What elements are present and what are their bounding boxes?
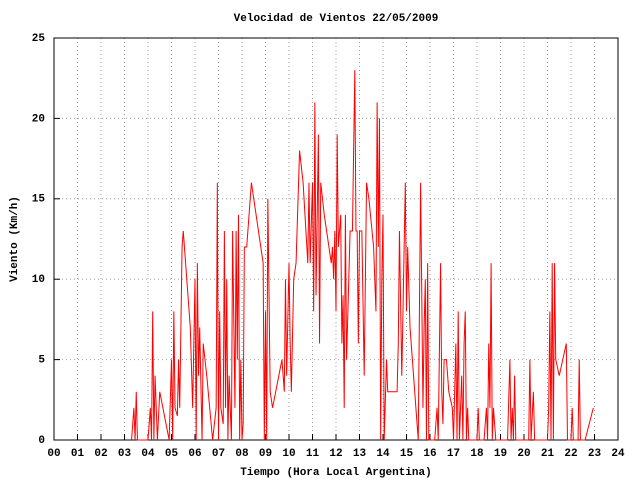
x-tick-label: 17: [447, 448, 460, 460]
y-axis-label: Viento (Km/h): [9, 196, 21, 282]
x-tick-label: 24: [611, 448, 625, 460]
y-tick-label: 10: [32, 274, 45, 286]
y-tick-label: 15: [32, 194, 46, 206]
x-tick-label: 06: [188, 448, 201, 460]
x-tick-label: 20: [517, 448, 530, 460]
y-tick-label: 25: [32, 33, 46, 45]
x-tick-label: 03: [118, 448, 132, 460]
plot-border: [53, 37, 619, 441]
y-tick-label: 5: [38, 355, 45, 367]
x-tick-label: 23: [588, 448, 602, 460]
x-tick-label: 22: [564, 448, 577, 460]
x-tick-label: 16: [423, 448, 436, 460]
x-tick-label: 11: [306, 448, 320, 460]
x-tick-label: 19: [494, 448, 507, 460]
x-axis-label: Tiempo (Hora Local Argentina): [240, 467, 431, 479]
x-tick-label: 15: [400, 448, 414, 460]
data-line: [131, 70, 594, 441]
x-tick-label: 09: [259, 448, 272, 460]
x-tick-label: 12: [329, 448, 342, 460]
x-tick-label: 21: [541, 448, 555, 460]
y-tick-label: 0: [38, 435, 45, 447]
x-tick-label: 07: [212, 448, 225, 460]
x-tick-label: 18: [470, 448, 484, 460]
x-tick-label: 02: [94, 448, 107, 460]
x-tick-label: 10: [282, 448, 295, 460]
x-tick-label: 08: [235, 448, 249, 460]
x-tick-label: 00: [47, 448, 60, 460]
x-tick-label: 13: [353, 448, 367, 460]
x-tick-label: 01: [71, 448, 85, 460]
x-tick-label: 05: [165, 448, 179, 460]
x-tick-label: 04: [141, 448, 155, 460]
y-tick-label: 20: [32, 113, 45, 125]
chart-title: Velocidad de Vientos 22/05/2009: [234, 13, 439, 25]
x-tick-label: 14: [376, 448, 390, 460]
